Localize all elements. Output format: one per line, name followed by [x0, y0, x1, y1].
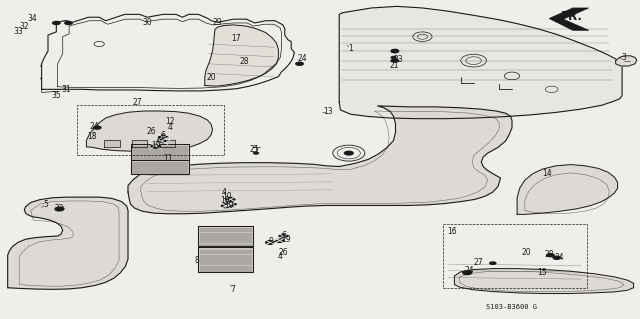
Text: 8: 8 [195, 256, 200, 265]
Circle shape [546, 253, 555, 257]
Text: 25: 25 [250, 145, 260, 154]
Polygon shape [454, 269, 634, 293]
Text: 27: 27 [474, 258, 484, 267]
Polygon shape [128, 106, 512, 214]
Circle shape [150, 144, 161, 149]
Circle shape [156, 138, 166, 144]
Circle shape [93, 125, 102, 130]
Text: 30: 30 [142, 18, 152, 27]
Text: S103-B3600 G: S103-B3600 G [486, 304, 538, 310]
Text: 6: 6 [156, 136, 161, 145]
Text: 31: 31 [61, 85, 71, 94]
Polygon shape [549, 8, 589, 30]
Text: 21: 21 [390, 61, 399, 70]
Polygon shape [104, 140, 120, 147]
Polygon shape [198, 247, 253, 272]
Text: 19: 19 [224, 201, 234, 210]
Text: 24: 24 [90, 122, 100, 130]
Circle shape [227, 202, 237, 207]
Text: 24: 24 [554, 253, 564, 262]
Text: 19: 19 [150, 141, 161, 150]
Text: 6: 6 [161, 131, 166, 140]
Text: 6: 6 [281, 231, 286, 240]
Circle shape [552, 256, 561, 260]
Text: 29: 29 [212, 18, 223, 27]
Text: 24: 24 [297, 54, 307, 63]
Text: 35: 35 [51, 91, 61, 100]
Polygon shape [8, 197, 128, 289]
Polygon shape [131, 160, 189, 174]
Text: 27: 27 [132, 98, 143, 107]
Text: 13: 13 [323, 107, 333, 116]
Text: 10: 10 [220, 197, 230, 205]
Text: 4: 4 [277, 252, 282, 261]
Circle shape [52, 21, 61, 25]
Text: 1: 1 [348, 44, 353, 53]
Circle shape [390, 49, 399, 53]
Polygon shape [339, 6, 622, 119]
Text: 34: 34 [27, 14, 37, 23]
Text: 16: 16 [447, 227, 458, 236]
Text: 22: 22 [55, 204, 64, 213]
Circle shape [54, 206, 65, 211]
Circle shape [390, 58, 399, 63]
Polygon shape [205, 25, 278, 86]
Text: 23: 23 [394, 56, 404, 64]
Text: 28: 28 [545, 250, 554, 259]
Text: 26: 26 [147, 127, 157, 136]
Text: 15: 15 [537, 268, 547, 277]
Circle shape [275, 238, 285, 243]
Text: 12: 12 [165, 117, 174, 126]
Text: 14: 14 [542, 169, 552, 178]
Circle shape [225, 197, 236, 202]
Polygon shape [160, 140, 175, 147]
Text: 20: 20 [206, 73, 216, 82]
Circle shape [64, 21, 73, 25]
Circle shape [278, 234, 289, 239]
Text: 26: 26 [278, 248, 289, 257]
Circle shape [253, 152, 259, 155]
Polygon shape [131, 144, 189, 160]
Text: 11: 11 [164, 154, 173, 163]
Text: 33: 33 [13, 27, 23, 36]
Text: 4: 4 [221, 188, 227, 197]
Circle shape [221, 203, 231, 208]
Text: 17: 17 [230, 34, 241, 43]
Text: 9: 9 [268, 237, 273, 246]
Polygon shape [616, 56, 637, 66]
Text: 3: 3 [621, 53, 627, 62]
Circle shape [295, 62, 304, 66]
Text: 19: 19 [281, 235, 291, 244]
Circle shape [265, 240, 275, 245]
Polygon shape [198, 226, 253, 246]
Text: FR.: FR. [561, 10, 582, 23]
Text: 4: 4 [167, 123, 172, 132]
Text: 5: 5 [44, 200, 49, 209]
Polygon shape [132, 140, 147, 147]
Circle shape [462, 270, 472, 275]
Polygon shape [86, 111, 212, 151]
Text: 32: 32 [19, 22, 29, 31]
Text: 28: 28 [239, 57, 248, 66]
Text: 18: 18 [87, 132, 96, 141]
Text: 24: 24 [464, 266, 474, 275]
Circle shape [489, 261, 497, 265]
Text: 10: 10 [222, 192, 232, 201]
Text: 20: 20 [521, 248, 531, 256]
Circle shape [158, 135, 168, 140]
Text: 7: 7 [230, 285, 235, 294]
Polygon shape [517, 165, 618, 214]
Circle shape [390, 56, 397, 59]
Circle shape [344, 151, 354, 156]
